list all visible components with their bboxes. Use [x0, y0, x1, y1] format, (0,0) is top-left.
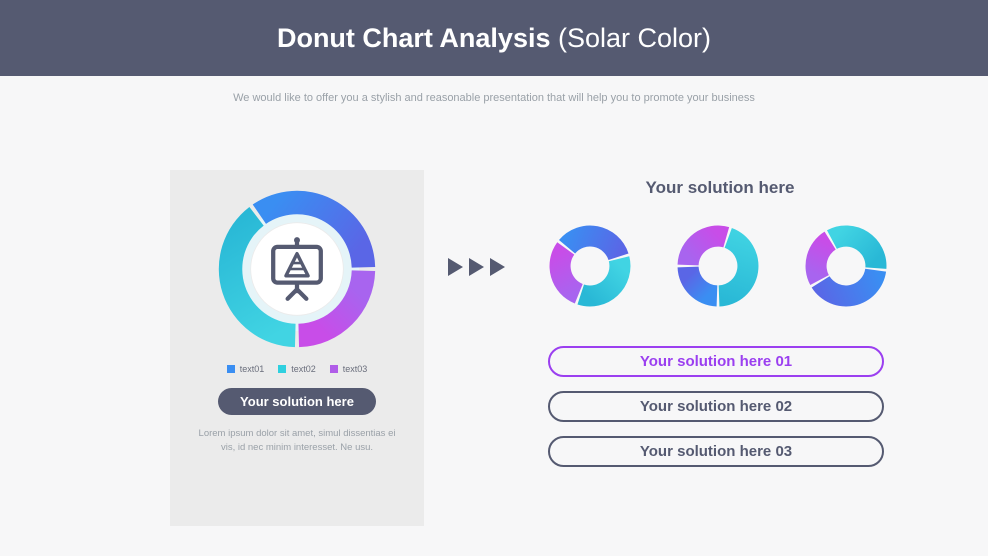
small-donut — [674, 222, 762, 310]
title-bold: Donut Chart Analysis — [277, 23, 551, 53]
solution-pill-2: Your solution here 02 — [548, 391, 884, 422]
legend-swatch — [330, 365, 338, 373]
legend-item: text02 — [278, 364, 316, 374]
left-card: text01 text02 text03 Your solution here Lo… — [170, 170, 424, 526]
solution-pill-list: Your solution here 01 Your solution here … — [548, 346, 884, 467]
arrow-row — [448, 258, 505, 276]
page-title: Donut Chart Analysis (Solar Color) — [277, 23, 711, 54]
legend-label: text03 — [343, 364, 368, 374]
title-rest: (Solar Color) — [551, 23, 712, 53]
main-donut — [212, 184, 382, 354]
small-donut — [802, 222, 890, 310]
arrow-triangle-icon — [490, 258, 505, 276]
small-donut — [546, 222, 634, 310]
legend: text01 text02 text03 — [227, 364, 368, 374]
arrow-triangle-icon — [448, 258, 463, 276]
small-donut-row — [546, 222, 890, 310]
right-title: Your solution here — [540, 178, 900, 198]
solution-pill-1: Your solution here 01 — [548, 346, 884, 377]
legend-label: text02 — [291, 364, 316, 374]
content-area: text01 text02 text03 Your solution here Lo… — [0, 170, 988, 530]
lorem-text: Lorem ipsum dolor sit amet, simul dissen… — [170, 427, 424, 455]
solution-pill-main: Your solution here — [218, 388, 376, 415]
arrow-triangle-icon — [469, 258, 484, 276]
legend-swatch — [227, 365, 235, 373]
legend-label: text01 — [240, 364, 265, 374]
legend-item: text03 — [330, 364, 368, 374]
header-bar: Donut Chart Analysis (Solar Color) — [0, 0, 988, 76]
subtitle: We would like to offer you a stylish and… — [0, 92, 988, 104]
legend-swatch — [278, 365, 286, 373]
legend-item: text01 — [227, 364, 265, 374]
solution-pill-3: Your solution here 03 — [548, 436, 884, 467]
